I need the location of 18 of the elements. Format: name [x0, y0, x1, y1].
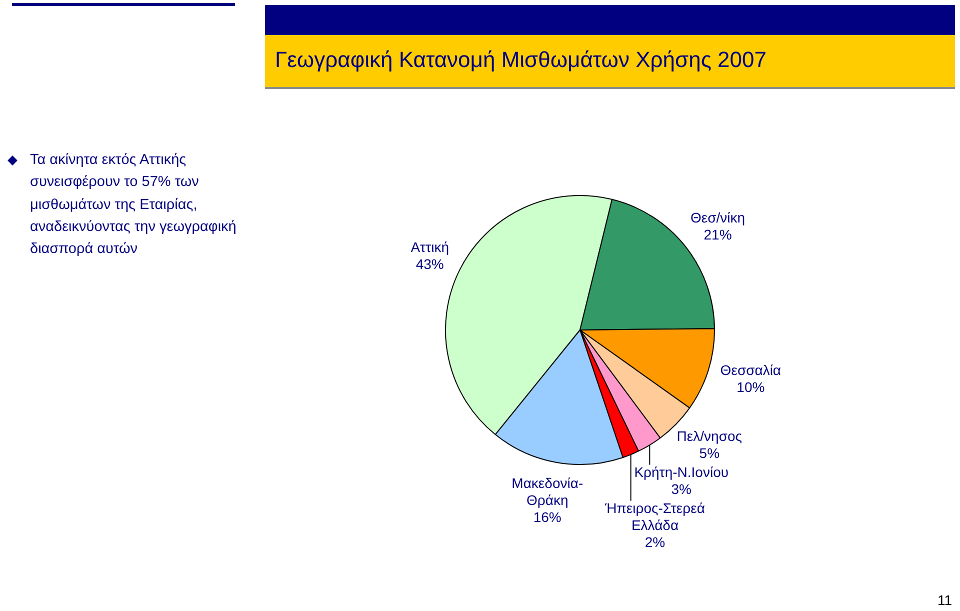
text: Τα ακίνητα εκτός Αττικής συνεισφέρουν το 57% των μισθωμάτων της Εταιρίας, αναδεικνύοντας την γεωγραφική διασπορά αυτών [30, 151, 238, 260]
chart-title: Γεωγραφική Κατανομή Μισθωμάτων Χρήσης 2007 [275, 47, 766, 73]
slice-label: Αττική [410, 238, 449, 255]
slice-label: Ήπειρος-Στερεά Ελλάδα [604, 500, 705, 534]
data-label: 5% [699, 445, 720, 462]
slice-label: Κρήτη-Ν.Ιονίου [634, 464, 728, 480]
text: 11 [937, 592, 952, 608]
data-label: 21% [704, 226, 732, 243]
title-banner: Γεωγραφική Κατανομή Μισθωμάτων Χρήσης 2007 [265, 35, 955, 89]
data-label: 2% [644, 534, 666, 550]
slice-label: Μακεδονία-Θράκη [512, 475, 584, 508]
data-label: 16% [533, 509, 562, 526]
slice-label: Θεσσαλία [720, 362, 782, 378]
data-label: 43% [416, 256, 444, 272]
slice-label: Πελ/νησος [676, 428, 742, 444]
slice-label: Θεσ/νίκη [690, 210, 746, 226]
data-label: 3% [671, 481, 692, 498]
data-label: 10% [736, 378, 765, 395]
